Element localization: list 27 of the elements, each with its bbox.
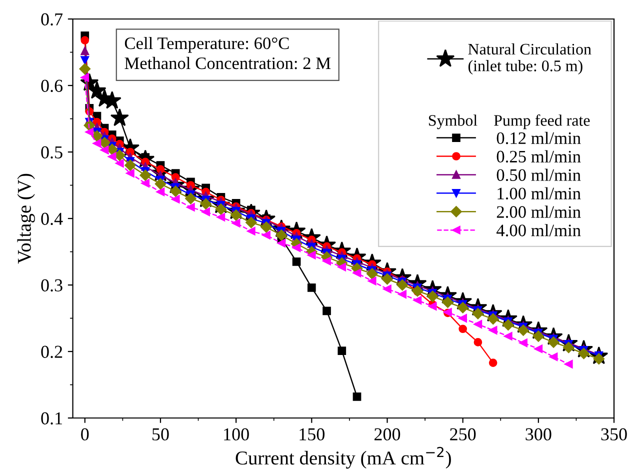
x-tick-label: 250 (450, 428, 476, 440)
x-axis-title: Current density (mA cm$^{−2}$) (236, 446, 451, 469)
y-tick-label: 0.7 (41, 13, 63, 26)
legend-label: 4.00 ml/min (496, 224, 581, 236)
y-tick-label: 0.1 (41, 412, 62, 425)
x-tick-label: 200 (374, 428, 400, 440)
x-tick-label: 350 (601, 428, 627, 440)
y-tick-label: 0.4 (41, 212, 63, 226)
legend-label: 1.00 ml/min (498, 187, 581, 200)
legend-title: Symbol Pump feed rate (428, 114, 590, 130)
x-tick-label: 50 (152, 428, 169, 440)
x-tick-label: 300 (526, 428, 552, 440)
annotation: Methanol Concentration: 2 M (124, 56, 331, 70)
legend-label: 0.50 ml/min (496, 168, 581, 182)
legend-label: 0.25 ml/min (496, 150, 581, 163)
y-tick-label: 0.6 (41, 80, 63, 92)
legend-label: Natural Circulation (inlet tube: 0.5 m) (468, 43, 592, 75)
y-tick-label: 0.2 (41, 346, 62, 358)
y-tick-label: 0.5 (41, 146, 62, 159)
x-tick-label: 100 (224, 428, 249, 440)
legend-label: 0.12 ml/min (496, 132, 581, 144)
x-tick-label: 150 (300, 428, 325, 440)
y-tick-label: 0.3 (41, 279, 62, 292)
x-tick-label: 0 (81, 428, 89, 440)
y-axis-title: Voltage (V) (17, 174, 35, 264)
annotation: Cell Temperature: 60°C (124, 36, 289, 53)
legend-label: 2.00 ml/min (496, 206, 581, 218)
